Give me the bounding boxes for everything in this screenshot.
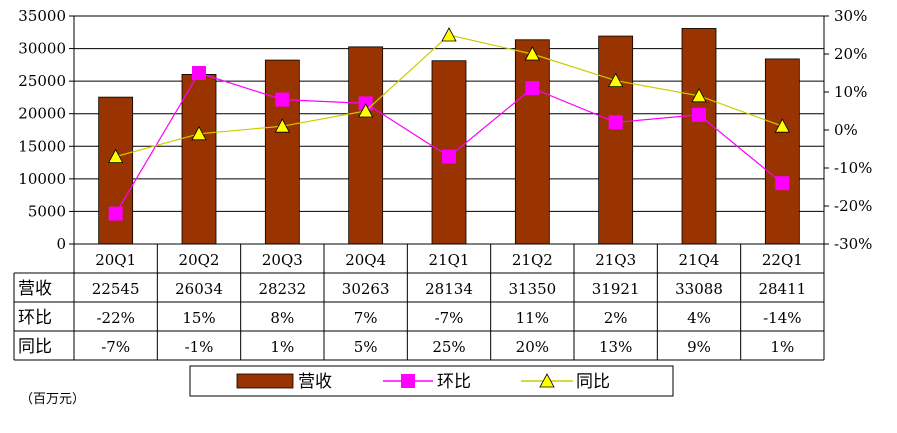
y-right-tick-label: -10% [834,159,872,177]
table-cell: 20% [516,338,549,356]
square-point [692,107,706,122]
table-cell: -22% [96,309,134,327]
category-label: 20Q4 [345,251,386,269]
table-cell: 4% [687,309,711,327]
y-right-tick-label: 20% [834,45,867,63]
y-left-tick-label: 15000 [18,137,66,155]
legend-marker [401,374,415,388]
bar [98,96,134,245]
y-left-tick-label: 25000 [18,72,66,90]
table-cell: 28134 [425,280,473,298]
table-cell: 26034 [175,280,223,298]
table-cell: -7% [435,309,464,327]
table-cell: 15% [182,309,215,327]
triangle-point [107,148,124,164]
triangle-point [441,27,457,42]
table-cell: 31350 [508,280,556,298]
y-left-tick-label: 30000 [18,40,66,58]
table-cell: 9% [687,338,711,356]
category-label: 21Q4 [679,251,720,269]
y-left-tick-label: 5000 [28,202,66,220]
y-left-tick-label: 0 [56,235,66,253]
bar [681,28,717,245]
legend-swatch [236,373,294,389]
table-cell: 25% [432,338,465,356]
square-point [775,176,790,191]
triangle-point [774,118,791,133]
table-row-label: 营收 [18,279,52,299]
table-cell: 13% [599,338,632,356]
square-point [192,66,206,80]
triangle-point [607,72,624,87]
unit-note: （百万元） [20,392,85,407]
table-cell: -1% [185,338,214,356]
table-cell: 11% [516,309,549,327]
y-right-tick-label: 30% [834,7,867,25]
table-cell: 1% [770,338,794,356]
bar [598,35,634,245]
table-cell: 33088 [675,280,723,298]
table-cell: 1% [270,338,294,356]
category-label: 21Q1 [429,251,470,269]
table-cell: 31921 [592,280,640,298]
triangle-point [524,46,541,61]
table-cell: 22545 [92,280,140,298]
table-cell: 8% [270,309,294,327]
table-cell: -7% [101,338,130,356]
legend-label: 环比 [437,372,471,392]
table-row-label: 同比 [18,337,52,357]
category-label: 20Q3 [262,251,303,269]
category-label: 21Q3 [595,251,636,269]
square-point [525,81,540,96]
triangle-point [274,118,291,133]
legend-label: 营收 [298,372,332,392]
table-cell: 28411 [758,280,806,298]
table-cell: 7% [354,309,378,327]
triangle-point [357,103,374,118]
y-right-tick-label: -30% [834,235,872,253]
category-label: 20Q2 [179,251,220,269]
square-point [275,92,290,107]
square-point [442,149,456,164]
category-label: 21Q2 [512,251,553,269]
category-label: 20Q1 [95,251,136,269]
bar [264,59,300,245]
legend-marker [539,373,555,388]
y-right-tick-label: -20% [834,197,872,215]
triangle-point [191,125,207,141]
square-point [108,206,123,221]
y-right-tick-label: 0% [834,121,858,139]
table-cell: 30263 [342,280,390,298]
y-left-tick-label: 10000 [18,170,66,188]
category-label: 22Q1 [762,251,803,269]
square-point [608,115,623,130]
bar [764,58,800,245]
table-cell: 5% [354,338,378,356]
y-right-tick-label: 10% [834,83,867,101]
y-left-tick-label: 20000 [18,105,66,123]
bar [181,74,217,245]
bar [514,39,550,245]
triangle-point [691,87,707,103]
bar [348,46,384,245]
y-left-tick-label: 35000 [18,7,66,25]
table-cell: 2% [604,309,628,327]
legend-label: 同比 [576,372,610,392]
table-cell: 28232 [258,280,306,298]
table-row-label: 环比 [18,308,52,328]
table-cell: -14% [763,309,801,327]
